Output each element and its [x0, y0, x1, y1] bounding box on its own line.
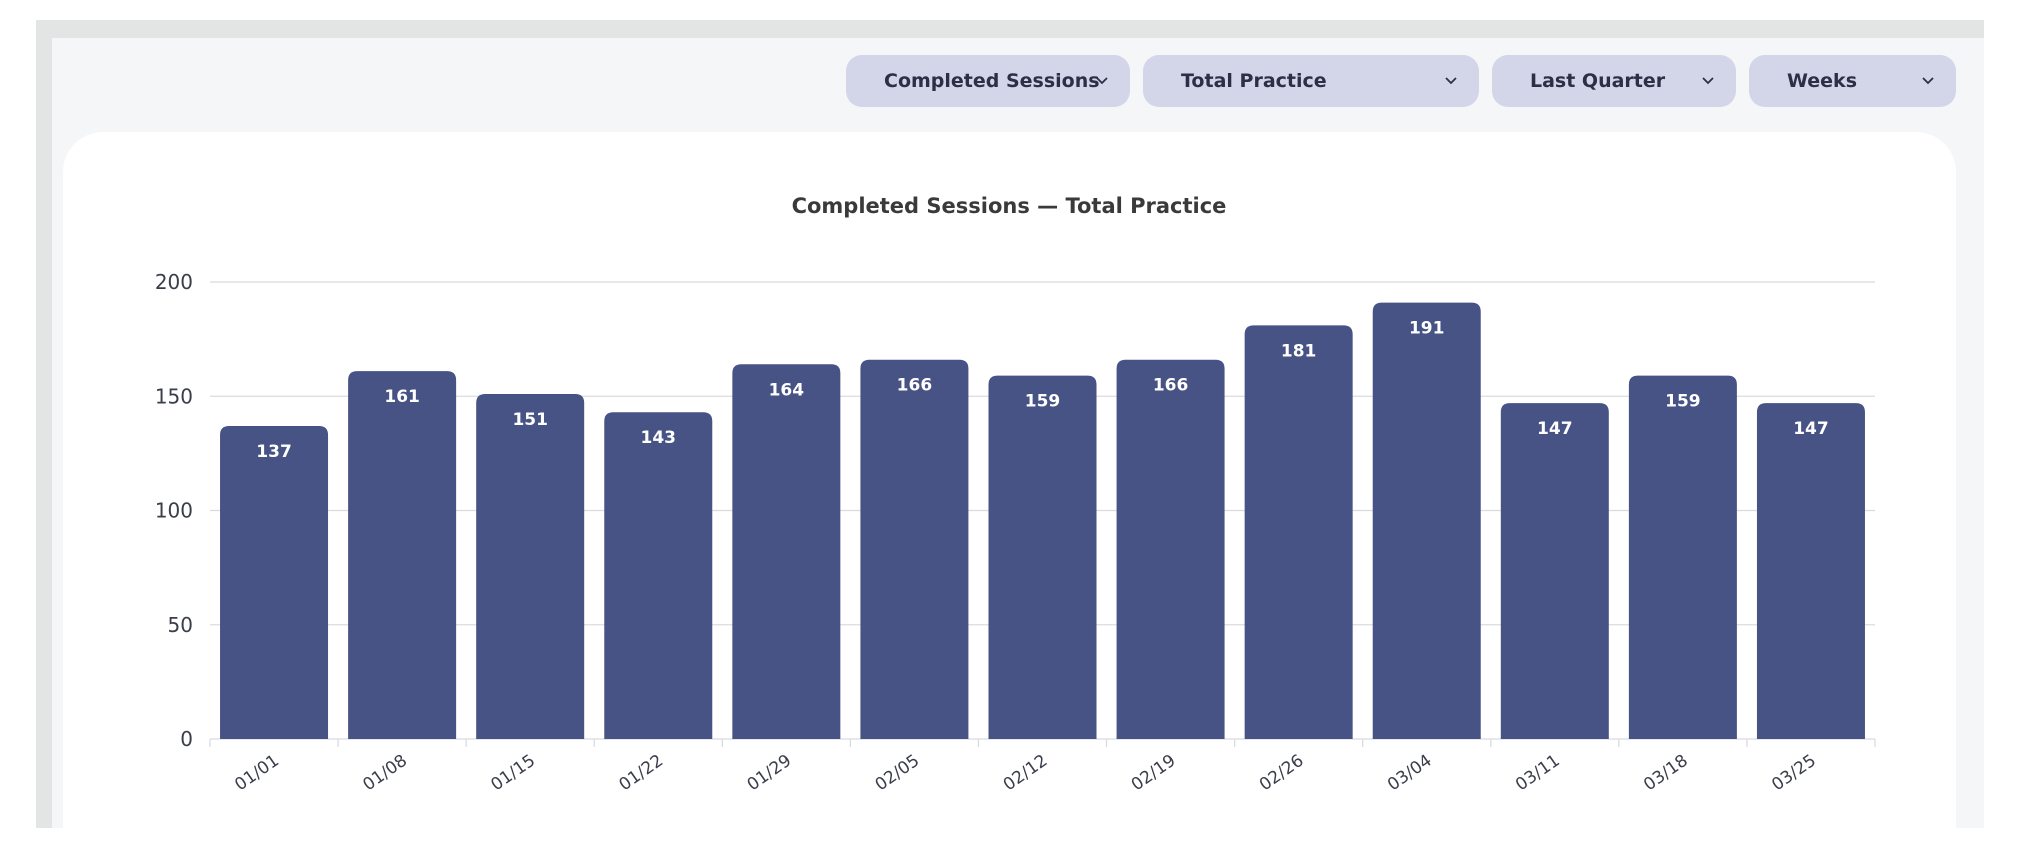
bar-value-label: 159	[1025, 392, 1061, 412]
bar-value-label: 166	[1153, 376, 1189, 396]
bar	[1756, 403, 1865, 739]
range-dropdown[interactable]: Last Quarter	[1492, 55, 1736, 107]
bar-value-label: 166	[897, 376, 933, 396]
bar-value-label: 147	[1537, 419, 1573, 439]
x-tick-label: 03/18	[1640, 751, 1692, 795]
bar	[348, 371, 457, 739]
bar	[604, 412, 713, 739]
chevron-down-icon	[1096, 77, 1108, 85]
y-tick-label: 100	[155, 499, 193, 523]
bar-value-label: 181	[1281, 341, 1317, 361]
x-tick-label: 02/12	[1000, 751, 1052, 795]
bar-value-label: 137	[256, 442, 292, 462]
bar	[1372, 302, 1481, 739]
chevron-down-icon	[1922, 77, 1934, 85]
bar	[1500, 403, 1609, 739]
granularity-dropdown[interactable]: Weeks	[1749, 55, 1956, 107]
x-tick-label: 01/01	[231, 751, 283, 795]
bar	[732, 364, 841, 739]
y-tick-label: 150	[155, 384, 193, 408]
bar-chart: Completed Sessions — Total Practice 0 50 10…	[155, 194, 1876, 795]
bar	[988, 375, 1097, 739]
bar	[476, 393, 585, 739]
bar-value-label: 164	[769, 380, 805, 400]
x-tick-label: 01/15	[487, 751, 539, 795]
bar	[220, 425, 329, 739]
bar-value-label: 161	[384, 387, 420, 407]
x-tick-label: 02/26	[1256, 751, 1308, 795]
x-tick-label: 02/19	[1128, 751, 1180, 795]
range-dropdown-label: Last Quarter	[1530, 70, 1666, 92]
y-tick-label: 200	[155, 270, 193, 294]
bar-value-label: 147	[1793, 419, 1829, 439]
chevron-down-icon	[1702, 77, 1714, 85]
bar-value-label: 159	[1665, 392, 1701, 412]
x-tick-label: 02/05	[872, 751, 924, 795]
x-tick-label: 01/22	[616, 751, 668, 795]
granularity-dropdown-label: Weeks	[1787, 70, 1857, 92]
x-tick-label: 01/08	[359, 751, 411, 795]
chevron-down-icon	[1445, 77, 1457, 85]
y-tick-label: 0	[180, 727, 193, 751]
bar-value-label: 151	[512, 410, 548, 430]
x-tick-label: 03/04	[1384, 751, 1436, 795]
y-tick-label: 50	[168, 613, 193, 637]
bar-value-label: 191	[1409, 319, 1445, 339]
bar	[1116, 359, 1225, 739]
chart-card: Completed Sessions — Total Practice 0 50 10…	[63, 132, 1956, 828]
x-tick-label: 03/11	[1512, 751, 1564, 795]
metric-dropdown-label: Completed Sessions	[884, 70, 1100, 92]
bar	[1244, 325, 1353, 739]
category-dropdown[interactable]: Total Practice	[1143, 55, 1479, 107]
bar	[860, 359, 969, 739]
category-dropdown-label: Total Practice	[1181, 70, 1327, 92]
x-tick-label: 03/25	[1768, 751, 1820, 795]
chart-title: Completed Sessions — Total Practice	[792, 194, 1227, 218]
bar-value-label: 143	[641, 428, 677, 448]
bar	[1628, 375, 1737, 739]
x-tick-label: 01/29	[744, 751, 796, 795]
metric-dropdown[interactable]: Completed Sessions	[846, 55, 1130, 107]
